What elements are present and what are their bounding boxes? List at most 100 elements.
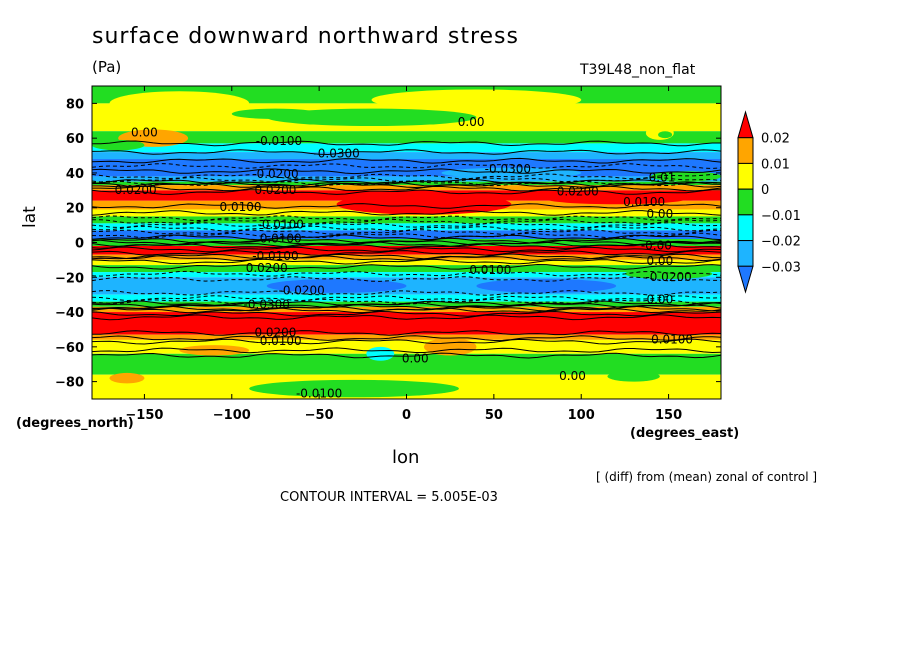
y-tick-label-5: −20	[55, 271, 84, 286]
contour-label-10: 0.0100	[623, 195, 665, 209]
contour-line-14	[92, 210, 721, 216]
contour-line-16	[92, 218, 721, 225]
contour-line-3	[92, 163, 721, 169]
contour-patch-19	[607, 371, 660, 382]
contour-line-41	[92, 307, 721, 314]
contour-label-25: 0.0100	[260, 334, 302, 348]
contour-label-6: 0.0200	[115, 183, 157, 197]
contour-line-46	[92, 338, 721, 345]
contour-patch-4	[658, 131, 673, 139]
contour-label-21: -0.0200	[279, 284, 325, 298]
contour-label-20: -0.0200	[645, 270, 691, 284]
y-tick-label-8: −80	[55, 376, 84, 391]
contour-line-31	[92, 263, 721, 270]
contour-label-18: 0.0100	[469, 263, 511, 277]
contour-label-3: 0.00	[458, 115, 485, 129]
contour-band-14	[92, 230, 721, 240]
contour-line-1	[92, 149, 721, 156]
contour-label-15: -0.00	[641, 238, 672, 252]
chart-title: surface downward northward stress	[92, 24, 519, 49]
contour-line-15	[92, 215, 721, 222]
units-label: (Pa)	[92, 58, 122, 76]
x-axis-label: lon	[392, 447, 420, 468]
x-tick-label-6: 150	[655, 408, 682, 423]
x-tick-label-4: 50	[485, 408, 503, 423]
x-tick-label-5: 100	[568, 408, 595, 423]
y-tick-label-4: 0	[75, 237, 84, 252]
contour-line-4	[92, 168, 721, 175]
contour-line-25	[92, 243, 721, 249]
contour-label-29: -0.0100	[296, 386, 342, 400]
contour-line-19	[92, 229, 721, 235]
contour-patch-11	[651, 171, 721, 182]
x-tick-label-3: 0	[402, 408, 411, 423]
y-tick-label-2: 40	[66, 167, 84, 182]
contour-band-2	[92, 131, 721, 144]
colorbar-label-0: 0.02	[761, 132, 790, 147]
contour-label-12: 0.00	[646, 207, 673, 221]
contour-patch-17	[366, 346, 395, 361]
colorbar-swatch-5	[737, 240, 754, 267]
contour-label-4: -0.0300	[485, 162, 531, 176]
y-tick-label-3: 20	[66, 202, 84, 217]
contour-label-2: -0.0300	[313, 146, 359, 160]
x-tick-label-1: −100	[213, 408, 251, 423]
run-name-label: T39L48_non_flat	[580, 62, 696, 78]
axis-ticks: −150 −100 −50 0 50 100 150 80 60 40 20 0 −20 −40 −60 −8…	[55, 86, 721, 423]
contour-line-35	[92, 295, 721, 302]
contour-patch-0	[336, 193, 512, 215]
contour-line-27	[92, 250, 721, 256]
colorbar: 0.02 0.01 0 −0.01 −0.02 −0.03	[737, 110, 801, 294]
contour-line-12	[92, 189, 721, 195]
colorbar-label-4: −0.02	[761, 235, 801, 250]
contour-label-24: 0.0200	[254, 325, 296, 339]
contour-label-17: 0.0200	[246, 261, 288, 275]
colorbar-swatch-2	[737, 162, 754, 190]
contour-band-19	[92, 265, 721, 273]
contour-lines	[92, 140, 721, 359]
contour-line-42	[92, 310, 721, 317]
contour-line-45	[92, 335, 721, 342]
colorbar-label-2: 0	[761, 183, 769, 198]
contour-line-13	[92, 203, 721, 209]
contour-label-9: 0.0200	[557, 185, 599, 199]
contour-line-11	[92, 185, 721, 192]
y-axis-units: (degrees_north)	[16, 416, 134, 431]
contour-band-3	[92, 143, 721, 153]
contour-patch-18	[249, 379, 459, 398]
contour-line-48	[92, 352, 721, 359]
contour-label-27: 0.00	[402, 351, 429, 365]
colorbar-swatch-1	[737, 137, 754, 164]
contour-band-8	[92, 185, 721, 191]
contour-label-7: -0.0200	[252, 167, 298, 181]
contour-band-4	[92, 152, 721, 160]
contour-label-0: 0.00	[131, 125, 158, 139]
contour-line-29	[92, 255, 721, 262]
contour-line-21	[92, 234, 721, 241]
contour-line-0	[92, 140, 721, 147]
contour-patch-7	[266, 108, 477, 126]
colorbar-swatch-0	[737, 110, 754, 139]
x-axis-units: (degrees_east)	[630, 426, 740, 441]
contour-patch-13	[476, 279, 617, 293]
contour-line-23	[92, 239, 721, 246]
contour-band-6	[92, 176, 721, 182]
contour-line-10	[92, 182, 721, 189]
contour-band-15	[92, 239, 721, 246]
contour-label-26: 0.0100	[651, 332, 693, 346]
contour-label-1: -0.0100	[256, 134, 302, 148]
contour-label-23: 0.00	[646, 292, 673, 306]
contour-patch-15	[179, 345, 250, 356]
contour-line-17	[92, 222, 721, 229]
contour-label-11: 0.0100	[220, 200, 262, 214]
contour-label-28: 0.00	[559, 369, 586, 383]
contour-line-2	[92, 157, 721, 164]
colorbar-label-1: 0.01	[761, 157, 790, 172]
x-tick-label-0: −150	[125, 408, 163, 423]
contour-line-7	[92, 178, 721, 185]
y-tick-label-7: −60	[55, 341, 84, 356]
contour-line-20	[92, 232, 721, 239]
contour-label-19: 0.00	[646, 254, 673, 268]
contour-patch-1	[546, 193, 687, 205]
